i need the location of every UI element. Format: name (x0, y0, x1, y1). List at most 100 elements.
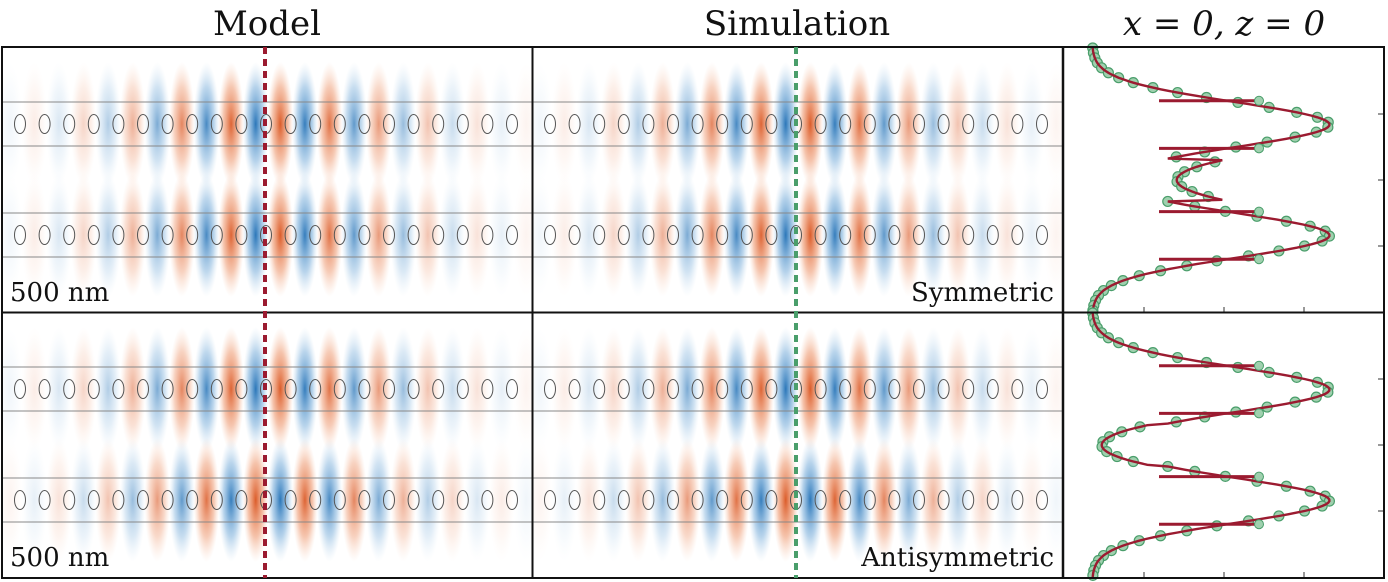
field-lobe (625, 173, 652, 297)
field-lobe (944, 62, 971, 186)
field-lobe (1043, 327, 1062, 451)
field-panel-symmetric-model (3, 48, 532, 312)
field-lobe (365, 173, 392, 297)
air-hole (112, 225, 125, 245)
field-lobe (920, 173, 947, 297)
field-lobe (21, 327, 48, 451)
field-lobe (390, 62, 417, 186)
field-lobe (1043, 62, 1062, 186)
field-lobe (1018, 62, 1045, 186)
field-lobe (70, 62, 97, 186)
field-lobe (242, 438, 269, 562)
air-hole (407, 490, 420, 510)
air-hole (1036, 225, 1048, 245)
air-hole (383, 379, 395, 399)
air-hole (691, 114, 704, 134)
air-hole (716, 225, 729, 245)
field-lobe (748, 62, 775, 186)
field-lobe (871, 173, 898, 297)
air-hole (407, 225, 420, 245)
air-hole (481, 114, 494, 134)
air-hole (814, 225, 827, 245)
model-profile-curve (1091, 47, 1331, 313)
field-lobe (600, 327, 627, 451)
air-hole (937, 114, 950, 134)
field-lobe (218, 438, 245, 562)
air-hole (161, 490, 174, 510)
air-hole (839, 114, 852, 134)
field-lobe (291, 327, 318, 451)
air-hole (456, 225, 469, 245)
field-lobe (341, 62, 368, 186)
air-hole (137, 225, 149, 245)
field-lobe (70, 327, 97, 451)
field-lobe (600, 173, 627, 297)
air-hole (913, 114, 925, 134)
field-lobe (575, 173, 602, 297)
field-lobe (821, 173, 848, 297)
field-lobe (95, 438, 122, 562)
field-lobe (218, 173, 245, 297)
field-lobe (723, 62, 750, 186)
field-panel-antisymmetric-simulation (533, 313, 1062, 577)
air-hole (333, 490, 346, 510)
air-hole (112, 114, 125, 134)
air-hole (333, 225, 346, 245)
field-lobe (21, 62, 48, 186)
field-lobe (439, 62, 466, 186)
air-hole (358, 379, 371, 399)
air-hole (1036, 379, 1048, 399)
field-lobe (871, 327, 898, 451)
field-lobe (821, 438, 848, 562)
field-lobe (3, 327, 23, 451)
air-hole (691, 490, 704, 510)
field-lobe (513, 327, 532, 451)
air-hole (814, 114, 827, 134)
field-lobe (218, 327, 245, 451)
air-hole (962, 114, 975, 134)
air-hole (568, 490, 581, 510)
air-hole (161, 379, 174, 399)
field-lobe (464, 327, 491, 451)
air-hole (765, 114, 778, 134)
field-lobe (600, 438, 627, 562)
field-lobe (316, 438, 343, 562)
air-hole (913, 490, 925, 510)
profile-symmetric (1064, 42, 1384, 316)
air-hole (432, 490, 445, 510)
field-lobe (316, 62, 343, 186)
field-lobe (414, 438, 441, 562)
air-hole (186, 490, 199, 510)
field-lobe (846, 327, 873, 451)
air-hole (235, 114, 248, 134)
air-hole (432, 225, 445, 245)
field-lobe (920, 327, 947, 451)
air-hole (14, 379, 26, 399)
field-lobe (168, 173, 195, 297)
field-lobe (390, 173, 417, 297)
air-hole (284, 114, 297, 134)
air-hole (937, 379, 950, 399)
air-hole (210, 379, 223, 399)
field-panel-symmetric-simulation (533, 48, 1062, 312)
field-lobe (119, 62, 146, 186)
air-hole (309, 114, 322, 134)
air-hole (691, 379, 704, 399)
air-hole (863, 490, 876, 510)
field-lobe (193, 62, 220, 186)
air-hole (1036, 490, 1048, 510)
field-lobe (168, 327, 195, 451)
air-hole (407, 379, 420, 399)
field-lobe (464, 173, 491, 297)
scale-bar-label: 500 nm (10, 278, 109, 308)
field-lobe (625, 62, 652, 186)
air-hole (38, 379, 51, 399)
air-hole (235, 379, 248, 399)
air-hole (642, 379, 655, 399)
field-lobe (390, 438, 417, 562)
air-hole (63, 114, 76, 134)
field-lobe (3, 173, 23, 297)
field-lobe (21, 173, 48, 297)
field-lobe (267, 62, 294, 186)
field-lobe (513, 62, 532, 186)
